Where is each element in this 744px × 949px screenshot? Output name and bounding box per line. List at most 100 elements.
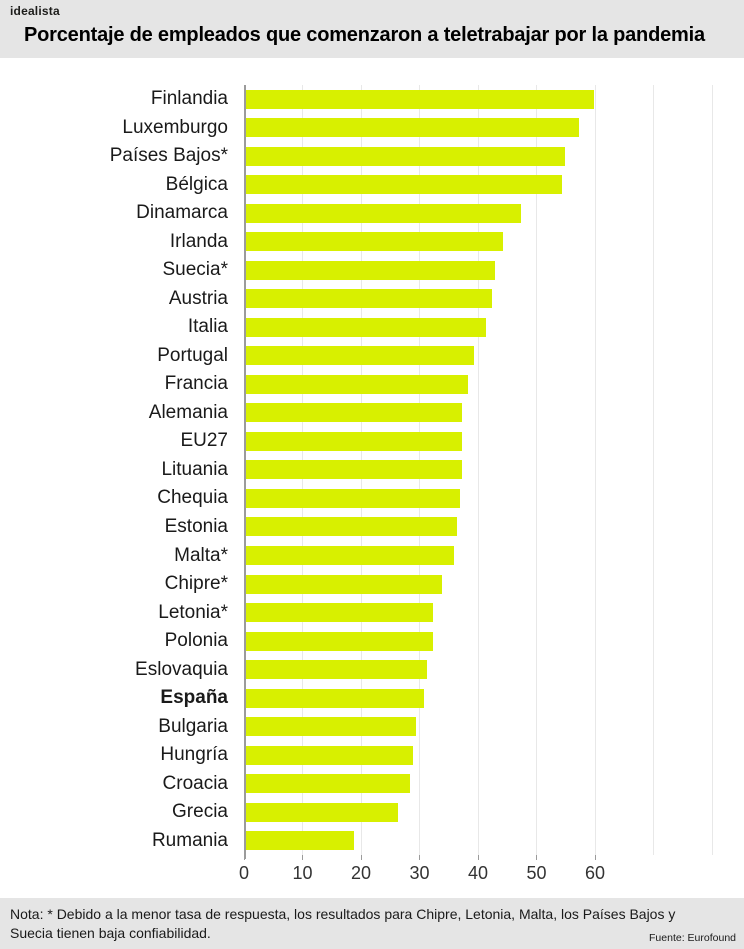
bar-row [246, 741, 731, 770]
bar [246, 118, 580, 138]
footer: Nota: * Debido a la menor tasa de respue… [0, 898, 744, 949]
bar-row [246, 627, 731, 656]
x-tick-label: 30 [409, 863, 430, 883]
bar [246, 403, 463, 423]
x-tick-label: 20 [350, 863, 371, 883]
bar-row [246, 513, 731, 542]
bar-row [246, 570, 731, 599]
bar-row [246, 541, 731, 570]
bar-row [246, 342, 731, 371]
gridline [711, 85, 713, 855]
x-tick-mark [244, 855, 245, 860]
category-label: Polonia [164, 630, 228, 652]
source-label: Fuente: Eurofound [649, 932, 736, 944]
bar [246, 745, 413, 765]
bars [246, 85, 731, 855]
category-label: Bulgaria [158, 715, 228, 737]
category-label: Hungría [160, 744, 228, 766]
x-tick-mark [360, 855, 362, 860]
bar [246, 232, 504, 252]
bar-row [246, 769, 731, 798]
category-label: Rumania [151, 829, 228, 851]
plot-area [244, 85, 731, 859]
bar-row [246, 484, 731, 513]
bar [246, 374, 469, 394]
bar [246, 203, 521, 223]
bar-chart: Finlandia Luxemburgo Países Bajos* Bélgica D… [0, 58, 744, 898]
bar [246, 289, 492, 309]
bar [246, 431, 463, 451]
bar [246, 603, 434, 623]
category-label: Eslovaquia [135, 658, 228, 680]
gridline [653, 85, 655, 855]
category-label: Estonia [164, 515, 228, 537]
bar [246, 460, 463, 480]
x-tick-label: 50 [526, 863, 547, 883]
bar [246, 517, 457, 537]
category-label: Croacia [162, 772, 228, 794]
bar-row [246, 598, 731, 627]
x-tick-mark [419, 855, 421, 860]
footnote: Nota: * Debido a la menor tasa de respue… [10, 906, 676, 941]
gridline [594, 85, 596, 855]
bar [246, 574, 442, 594]
bar [246, 717, 416, 737]
bar-row [246, 370, 731, 399]
category-label: Alemania [148, 401, 228, 423]
bar-row [246, 826, 731, 855]
x-tick-label: 10 [292, 863, 313, 883]
bar-row [246, 228, 731, 257]
category-label: Luxemburgo [122, 116, 228, 138]
x-tick-mark [536, 855, 538, 860]
bar [246, 175, 562, 195]
bar-row [246, 798, 731, 827]
bar [246, 546, 454, 565]
bar-row [246, 256, 731, 285]
bar-row [246, 712, 731, 741]
category-label: Portugal [157, 344, 228, 366]
category-label: Grecia [172, 801, 228, 823]
bar [246, 346, 475, 366]
category-label: Chequia [157, 487, 228, 509]
bar-row [246, 684, 731, 713]
idealista-logo: idealista [10, 4, 60, 18]
bar [246, 631, 434, 651]
bar [246, 774, 410, 794]
bar-row [246, 285, 731, 314]
bar-row [246, 85, 731, 114]
bar-row [246, 142, 731, 171]
bar [246, 260, 495, 280]
category-label: Letonia* [158, 601, 228, 623]
bar-row [246, 313, 731, 342]
category-label: Italia [187, 316, 228, 338]
category-label: Malta* [174, 544, 228, 566]
gridline [536, 85, 538, 855]
bar [246, 89, 595, 109]
category-label: Finlandia [150, 88, 228, 110]
bar [246, 660, 428, 680]
category-label: Bélgica [165, 173, 228, 195]
gridline [477, 85, 479, 855]
bar [246, 802, 399, 822]
category-label: Irlanda [169, 230, 228, 252]
bar-row [246, 399, 731, 428]
bar-row [246, 199, 731, 228]
x-tick-label: 60 [584, 863, 605, 883]
bar-row [246, 171, 731, 200]
category-label: Dinamarca [136, 202, 228, 224]
bar-row [246, 114, 731, 143]
x-tick-mark [594, 855, 596, 860]
header: idealista Porcentaje de empleados que co… [0, 0, 744, 58]
bar-row [246, 427, 731, 456]
y-axis-line [244, 85, 246, 859]
bar [246, 688, 425, 708]
category-label: Países Bajos* [109, 145, 228, 167]
chart-title: Porcentaje de empleados que comenzaron a… [24, 24, 705, 46]
x-tick-label: 0 [238, 863, 250, 883]
x-tick-mark [302, 855, 304, 860]
bar [246, 831, 355, 851]
bar [246, 146, 565, 166]
category-labels: Finlandia Luxemburgo Países Bajos* Bélgica D… [0, 85, 236, 855]
bar [246, 317, 486, 337]
